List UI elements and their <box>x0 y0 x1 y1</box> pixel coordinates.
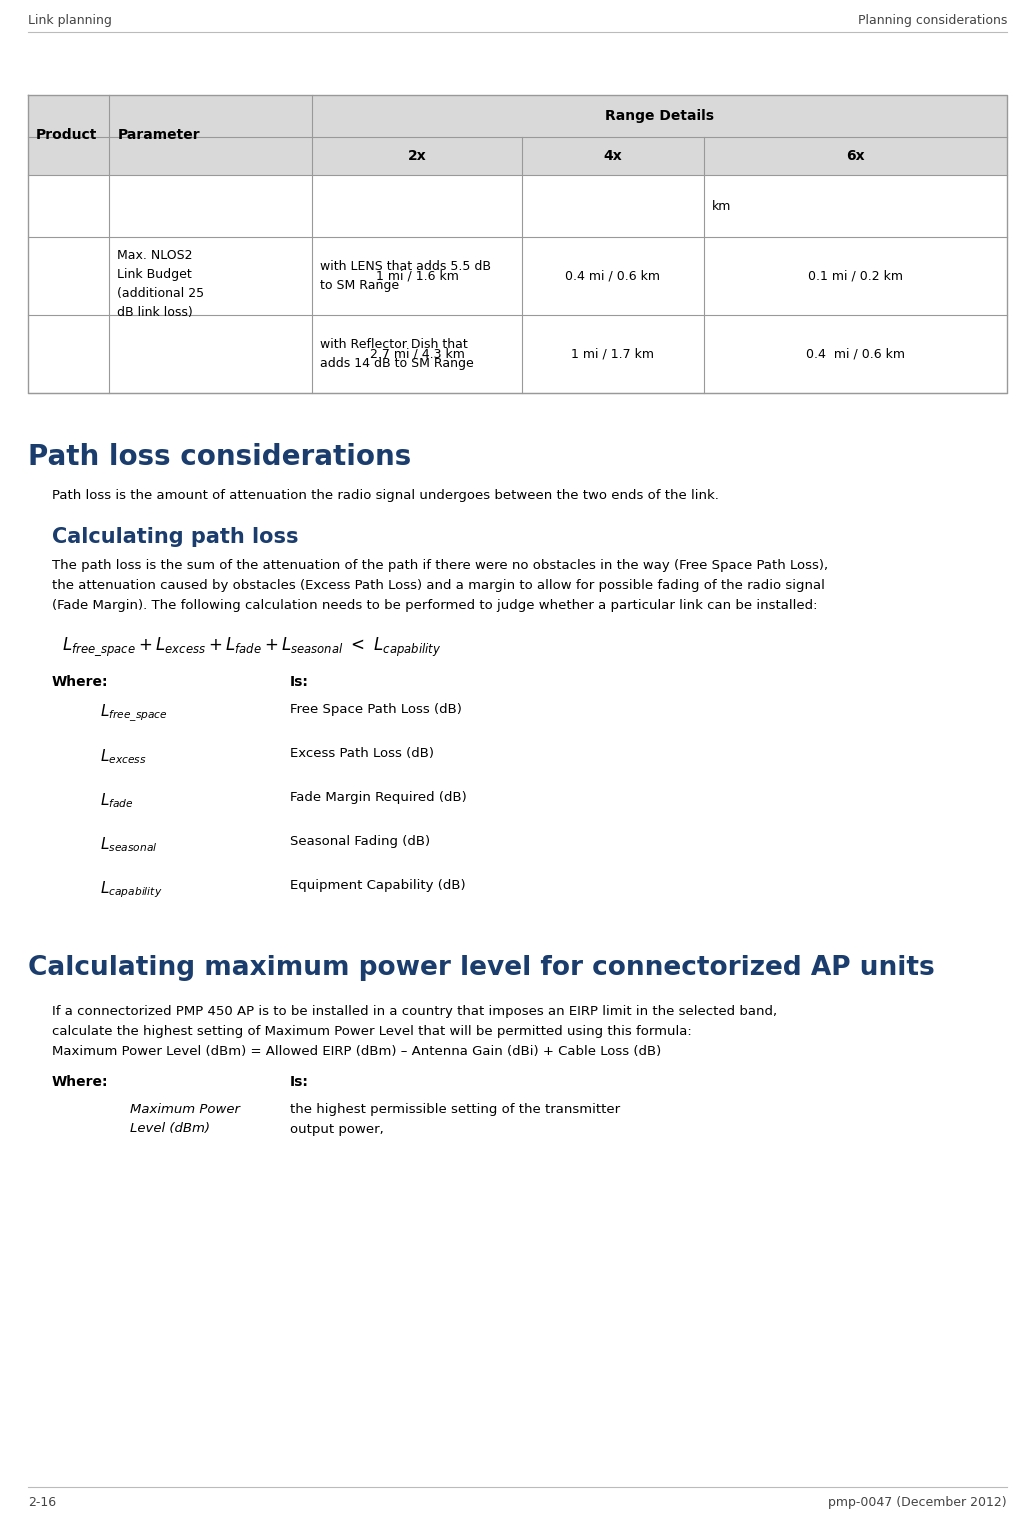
Text: $L_{fade}$: $L_{fade}$ <box>100 791 134 809</box>
Text: The path loss is the sum of the attenuation of the path if there were no obstacl: The path loss is the sum of the attenuat… <box>52 558 828 572</box>
Text: Free Space Path Loss (dB): Free Space Path Loss (dB) <box>290 704 462 716</box>
Text: Fade Margin Required (dB): Fade Margin Required (dB) <box>290 791 467 803</box>
Text: 2.7 mi / 4.3 km: 2.7 mi / 4.3 km <box>369 348 465 360</box>
Text: 2x: 2x <box>408 148 426 163</box>
Text: pmp-0047 (December 2012): pmp-0047 (December 2012) <box>828 1496 1007 1508</box>
Text: the attenuation caused by obstacles (Excess Path Loss) and a margin to allow for: the attenuation caused by obstacles (Exc… <box>52 579 825 592</box>
Text: If a connectorized PMP 450 AP is to be installed in a country that imposes an EI: If a connectorized PMP 450 AP is to be i… <box>52 1005 777 1018</box>
Text: Where:: Where: <box>52 675 109 688</box>
Text: 0.4 mi / 0.6 km: 0.4 mi / 0.6 km <box>565 269 660 283</box>
Text: Planning considerations: Planning considerations <box>858 14 1007 27</box>
Text: Parameter: Parameter <box>117 129 200 142</box>
Text: Calculating path loss: Calculating path loss <box>52 527 298 548</box>
Text: with LENS that adds 5.5 dB
to SM Range: with LENS that adds 5.5 dB to SM Range <box>320 260 491 292</box>
Text: $L_{free\_space} + L_{excess} + L_{fade} + L_{seasonal}\ <\ L_{capability}$: $L_{free\_space} + L_{excess} + L_{fade}… <box>62 635 441 658</box>
Text: Product: Product <box>36 129 97 142</box>
Text: 4x: 4x <box>603 148 622 163</box>
Text: Is:: Is: <box>290 675 308 688</box>
Text: Path loss is the amount of attenuation the radio signal undergoes between the tw: Path loss is the amount of attenuation t… <box>52 489 719 502</box>
Text: Range Details: Range Details <box>604 109 714 123</box>
Text: 0.4  mi / 0.6 km: 0.4 mi / 0.6 km <box>806 348 905 360</box>
Text: Is:: Is: <box>290 1076 308 1089</box>
Text: (Fade Margin). The following calculation needs to be performed to judge whether : (Fade Margin). The following calculation… <box>52 599 818 611</box>
Text: Seasonal Fading (dB): Seasonal Fading (dB) <box>290 835 431 847</box>
Text: Link planning: Link planning <box>28 14 112 27</box>
Text: 1 mi / 1.7 km: 1 mi / 1.7 km <box>571 348 654 360</box>
Text: Equipment Capability (dB): Equipment Capability (dB) <box>290 879 466 893</box>
Text: Excess Path Loss (dB): Excess Path Loss (dB) <box>290 747 434 760</box>
Text: 1 mi / 1.6 km: 1 mi / 1.6 km <box>376 269 459 283</box>
Text: km: km <box>711 200 731 212</box>
Text: with Reflector Dish that
adds 14 dB to SM Range: with Reflector Dish that adds 14 dB to S… <box>320 337 474 371</box>
Text: Max. NLOS2
Link Budget
(additional 25
dB link loss): Max. NLOS2 Link Budget (additional 25 dB… <box>117 250 204 319</box>
Text: 6x: 6x <box>846 148 864 163</box>
Text: the highest permissible setting of the transmitter: the highest permissible setting of the t… <box>290 1103 620 1117</box>
Text: Path loss considerations: Path loss considerations <box>28 443 411 471</box>
Text: Calculating maximum power level for connectorized AP units: Calculating maximum power level for conn… <box>28 955 935 980</box>
Text: $L_{free\_space}$: $L_{free\_space}$ <box>100 704 168 725</box>
Text: $L_{excess}$: $L_{excess}$ <box>100 747 147 766</box>
Text: $L_{capability}$: $L_{capability}$ <box>100 879 162 900</box>
Text: output power,: output power, <box>290 1123 384 1136</box>
Text: Maximum Power
Level (dBm): Maximum Power Level (dBm) <box>130 1103 240 1135</box>
Bar <box>28 95 1007 138</box>
Text: calculate the highest setting of Maximum Power Level that will be permitted usin: calculate the highest setting of Maximum… <box>52 1024 691 1038</box>
Text: Where:: Where: <box>52 1076 109 1089</box>
Text: $L_{seasonal}$: $L_{seasonal}$ <box>100 835 157 853</box>
Text: Maximum Power Level (dBm) = Allowed EIRP (dBm) – Antenna Gain (dBi) + Cable Loss: Maximum Power Level (dBm) = Allowed EIRP… <box>52 1045 661 1058</box>
Bar <box>28 138 1007 176</box>
Text: 2-16: 2-16 <box>28 1496 56 1508</box>
Bar <box>28 95 1007 393</box>
Text: 0.1 mi / 0.2 km: 0.1 mi / 0.2 km <box>807 269 903 283</box>
